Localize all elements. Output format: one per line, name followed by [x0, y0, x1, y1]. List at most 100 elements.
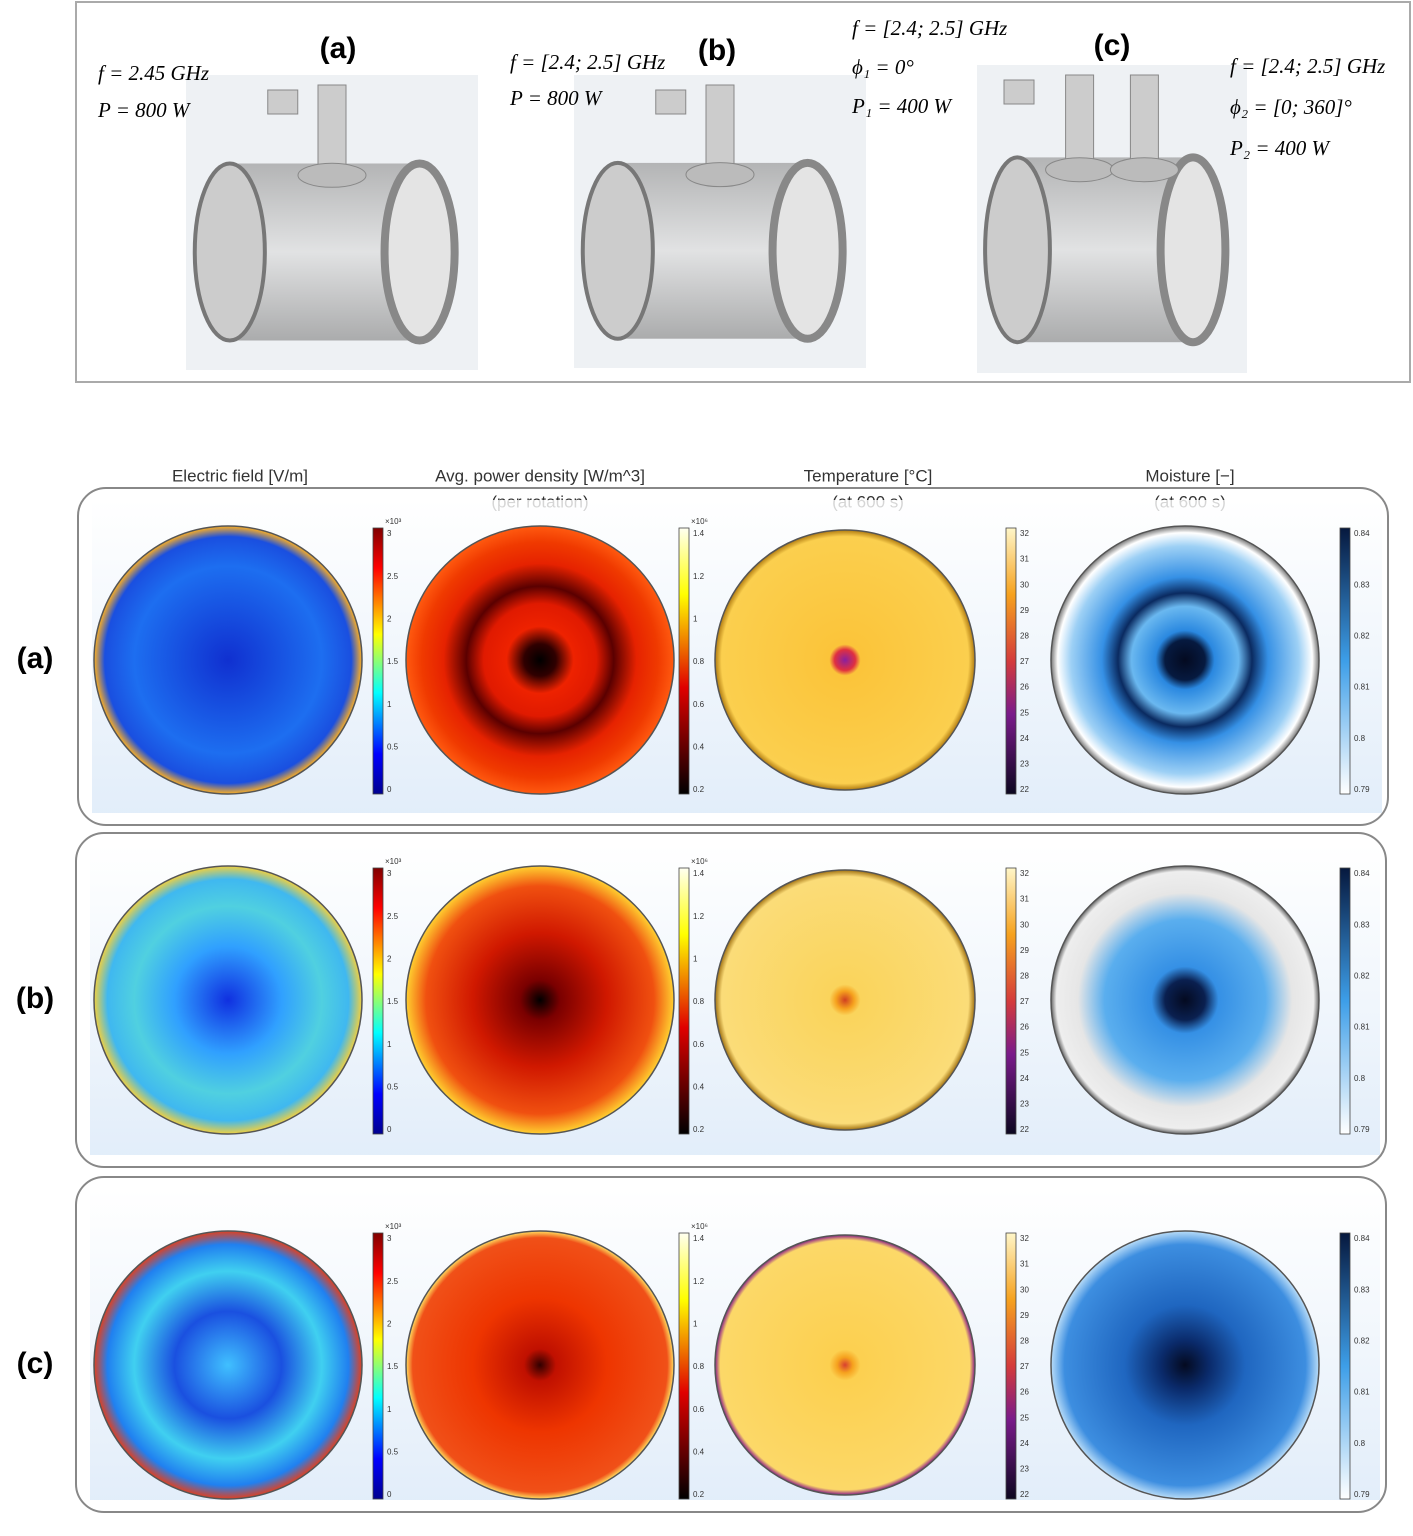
- colorbar-tick-label: 23: [1020, 760, 1029, 769]
- colorbar-tick-label: 1.5: [387, 997, 399, 1006]
- colorbar-tick-label: 28: [1020, 972, 1029, 981]
- panel-label: (b): [698, 34, 736, 67]
- colorbar-tick-label: 0.79: [1354, 1490, 1370, 1499]
- colorbar: [678, 1232, 690, 1500]
- colorbar-tick-label: 1: [387, 700, 392, 709]
- colorbar-tick-label: 0.84: [1354, 529, 1370, 538]
- port-flange: [297, 162, 367, 188]
- panel-label: (c): [1094, 29, 1131, 62]
- colorbar-tick-label: 0.6: [693, 1040, 705, 1049]
- colorbar-scale: ×10³: [385, 857, 402, 866]
- port-flange: [685, 162, 755, 188]
- colorbar-tick-label: 1.4: [693, 1234, 705, 1243]
- colorbar-tick-label: 2: [387, 1319, 392, 1328]
- field-map: [714, 869, 976, 1131]
- colorbar-tick-label: 28: [1020, 632, 1029, 641]
- cavity-illustration: [186, 75, 478, 370]
- cylinder-end: [1156, 153, 1230, 347]
- colorbar-tick-label: 0.84: [1354, 869, 1370, 878]
- colorbar-tick-label: 28: [1020, 1337, 1029, 1346]
- colorbar-tick-label: 0.5: [387, 742, 399, 751]
- colorbar-scale: ×10⁶: [691, 517, 708, 526]
- port-pipe: [1065, 74, 1095, 168]
- colorbar-tick-label: 0.8: [1354, 1439, 1366, 1448]
- colorbar-tick-label: 0.8: [1354, 734, 1366, 743]
- colorbar-tick-label: 3: [387, 869, 392, 878]
- parameter: P₁ = 400 W: [851, 94, 954, 118]
- colorbar-tick-label: 27: [1020, 1362, 1029, 1371]
- colorbar-tick-label: 1.4: [693, 529, 705, 538]
- colorbar-tick-label: 24: [1020, 1439, 1029, 1448]
- colorbar-tick-label: 22: [1020, 1490, 1029, 1499]
- colorbar: [1005, 1232, 1017, 1500]
- colorbar-tick-label: 0.83: [1354, 580, 1370, 589]
- colorbar-tick-label: 3: [387, 1234, 392, 1243]
- parameter: P₂ = 400 W: [1229, 136, 1332, 160]
- colorbar: [372, 1232, 384, 1500]
- colorbar-tick-label: 0.4: [693, 742, 705, 751]
- colorbar: [372, 527, 384, 795]
- cylinder-end: [768, 158, 847, 343]
- colorbar-tick-label: 0.82: [1354, 972, 1370, 981]
- colorbar-tick-label: 2.5: [387, 572, 399, 581]
- row-frame: [75, 832, 1387, 1168]
- colorbar-tick-label: 24: [1020, 734, 1029, 743]
- colorbar-tick-label: 32: [1020, 869, 1029, 878]
- colorbar-tick-label: 0.5: [387, 1082, 399, 1091]
- cavity-illustration: [977, 65, 1247, 373]
- waveguide: [267, 89, 299, 115]
- colorbar-tick-label: 0.81: [1354, 1388, 1370, 1397]
- field-map: [93, 1230, 363, 1500]
- row-frame: [75, 1176, 1387, 1513]
- colorbar-tick-label: 24: [1020, 1074, 1029, 1083]
- colorbar-tick-label: 0.5: [387, 1447, 399, 1456]
- parameter: f = [2.4; 2.5] GHz: [1230, 54, 1385, 78]
- colorbar-tick-label: 29: [1020, 1311, 1029, 1320]
- colorbar-tick-label: 23: [1020, 1465, 1029, 1474]
- row-label: (b): [16, 982, 54, 1015]
- colorbar-tick-label: 32: [1020, 1234, 1029, 1243]
- colorbar-tick-label: 26: [1020, 683, 1029, 692]
- field-map: [405, 1230, 675, 1500]
- parameter: ϕ₂ = [0; 360]°: [1230, 95, 1352, 119]
- colorbar-tick-label: 32: [1020, 529, 1029, 538]
- colorbar-tick-label: 0.4: [693, 1447, 705, 1456]
- colorbar-tick-label: 0.84: [1354, 1234, 1370, 1243]
- colorbar-tick-label: 1.2: [693, 572, 705, 581]
- colorbar-tick-label: 30: [1020, 1285, 1029, 1294]
- colorbar-tick-label: 0.2: [693, 785, 705, 794]
- colorbar-tick-label: 0.83: [1354, 920, 1370, 929]
- colorbar-tick-label: 27: [1020, 997, 1029, 1006]
- colorbar: [1005, 527, 1017, 795]
- field-map: [714, 1234, 976, 1496]
- field-map: [405, 525, 675, 795]
- colorbar-tick-label: 0.81: [1354, 683, 1370, 692]
- colorbar-scale: ×10³: [385, 1222, 402, 1231]
- colorbar-tick-label: 2.5: [387, 912, 399, 921]
- column-title: Avg. power density [W/m^3]: [435, 466, 645, 485]
- colorbar-tick-label: 31: [1020, 1260, 1029, 1269]
- panel-label: (a): [320, 32, 357, 65]
- field-map: [1050, 525, 1320, 795]
- column-title: Moisture [−]: [1145, 466, 1234, 485]
- colorbar-tick-label: 25: [1020, 1413, 1029, 1422]
- colorbar-tick-label: 1.2: [693, 1277, 705, 1286]
- cylinder-end: [580, 160, 655, 341]
- colorbar-tick-label: 1.5: [387, 657, 399, 666]
- colorbar-tick-label: 31: [1020, 555, 1029, 564]
- cavity-illustration: [574, 75, 866, 368]
- colorbar-tick-label: 0.79: [1354, 785, 1370, 794]
- colorbar-tick-label: 1.2: [693, 912, 705, 921]
- cylinder-end: [192, 161, 267, 343]
- parameter: f = [2.4; 2.5] GHz: [852, 16, 1007, 40]
- colorbar-tick-label: 1: [387, 1040, 392, 1049]
- colorbar: [1339, 1232, 1351, 1500]
- field-map: [93, 865, 363, 1135]
- colorbar-tick-label: 2: [387, 614, 392, 623]
- colorbar-tick-label: 1: [693, 614, 698, 623]
- colorbar-tick-label: 0.6: [693, 700, 705, 709]
- port-flange: [1045, 157, 1115, 183]
- colorbar-tick-label: 0.8: [693, 997, 705, 1006]
- colorbar-tick-label: 0: [387, 1490, 392, 1499]
- colorbar-tick-label: 0.81: [1354, 1023, 1370, 1032]
